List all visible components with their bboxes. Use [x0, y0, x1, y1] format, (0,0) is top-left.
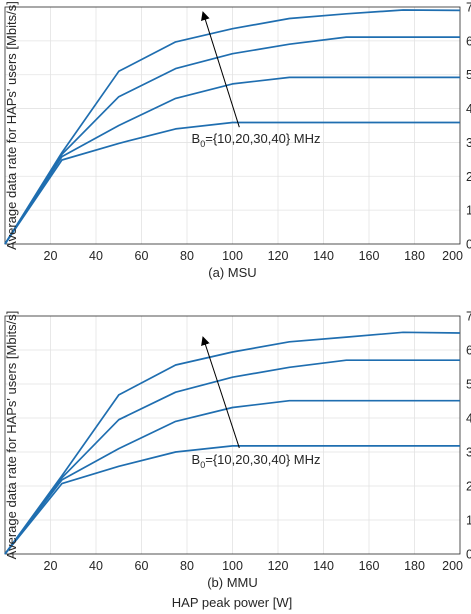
x-tick-label: 60: [135, 559, 149, 573]
annotation-arrow: [201, 336, 240, 449]
annotation-arrow: [201, 11, 240, 128]
grid-lines: [5, 316, 460, 554]
y-tick-label: 2: [466, 170, 471, 184]
y-tick-label: 4: [466, 102, 471, 116]
x-tick-label: 60: [135, 249, 149, 263]
x-tick-label: 200: [442, 249, 463, 263]
x-tick-label: 100: [222, 249, 243, 263]
plot-frame: [4, 315, 461, 555]
annotation-subscript: 0: [200, 139, 205, 149]
x-axis-label: HAP peak power [W]: [172, 595, 292, 610]
x-tick-label: 80: [180, 249, 194, 263]
y-tick-label: 5: [466, 68, 471, 82]
series-line-2: [4, 76, 460, 245]
x-tick-label: 180: [404, 249, 425, 263]
y-tick-label: 3: [466, 446, 471, 460]
y-tick-label: 6: [466, 34, 471, 48]
annotation-values: ={10,20,30,40} MHz: [205, 452, 320, 467]
series-line-3: [4, 359, 460, 555]
series-lines: [4, 9, 461, 245]
series-lines: [4, 331, 461, 555]
plot-frame: [4, 6, 461, 245]
chart-panel-b: 20 40 60 80 100 120 140 160 180 200 0 1 2 3 4 5 6 7 Aver…: [4, 310, 471, 591]
bandwidth-annotation: B0={10,20,30,40} MHz: [192, 452, 321, 470]
y-tick-label: 4: [466, 412, 471, 426]
y-tick-label: 7: [466, 310, 471, 324]
series-line-3: [4, 36, 460, 245]
x-tick-label: 40: [89, 249, 103, 263]
y-tick-label: 1: [466, 204, 471, 218]
y-tick-label: 1: [466, 514, 471, 528]
x-tick-label: 200: [442, 559, 463, 573]
x-tick-label: 140: [313, 559, 334, 573]
annotation-values: ={10,20,30,40} MHz: [205, 131, 320, 146]
y-tick-label: 6: [466, 344, 471, 358]
panel-caption: (a) MSU: [208, 265, 256, 280]
y-tick-label: 7: [466, 1, 471, 15]
x-tick-label: 160: [359, 559, 380, 573]
y-axis-label: Average data rate for HAPs' users [Mbits…: [4, 1, 19, 250]
annotation-base: B: [192, 131, 201, 146]
x-tick-labels: 20 40 60 80 100 120 140 160 180 200: [44, 249, 463, 263]
y-axis-label: Average data rate for HAPs' users [Mbits…: [4, 311, 19, 560]
y-tick-labels: 0 1 2 3 4 5 6 7: [466, 1, 471, 252]
x-tick-label: 160: [359, 249, 380, 263]
series-line-4: [4, 331, 461, 555]
x-tick-label: 120: [268, 249, 289, 263]
bandwidth-annotation: B0={10,20,30,40} MHz: [192, 131, 321, 149]
y-tick-label: 0: [466, 238, 471, 252]
x-tick-label: 100: [222, 559, 243, 573]
grid-lines: [5, 7, 460, 244]
x-tick-label: 140: [313, 249, 334, 263]
y-tick-label: 0: [466, 548, 471, 562]
x-tick-label: 180: [404, 559, 425, 573]
x-tick-label: 80: [180, 559, 194, 573]
x-tick-label: 20: [44, 559, 58, 573]
x-tick-label: 120: [268, 559, 289, 573]
series-line-4: [4, 9, 461, 245]
y-tick-label: 2: [466, 480, 471, 494]
y-tick-labels: 0 1 2 3 4 5 6 7: [466, 310, 471, 562]
annotation-base: B: [192, 452, 201, 467]
series-line-2: [4, 399, 460, 555]
panel-caption: (b) MMU: [207, 575, 258, 590]
annotation-subscript: 0: [200, 460, 205, 470]
series-line-1: [4, 121, 460, 245]
y-tick-label: 3: [466, 136, 471, 150]
x-tick-label: 40: [89, 559, 103, 573]
x-tick-labels: 20 40 60 80 100 120 140 160 180 200: [44, 559, 463, 573]
chart-panel-a: 20 40 60 80 100 120 140 160 180 200 0 1 2 3 4 5 6 7 Aver…: [4, 1, 471, 281]
x-tick-label: 20: [44, 249, 58, 263]
series-line-1: [4, 445, 460, 555]
y-tick-label: 5: [466, 378, 471, 392]
